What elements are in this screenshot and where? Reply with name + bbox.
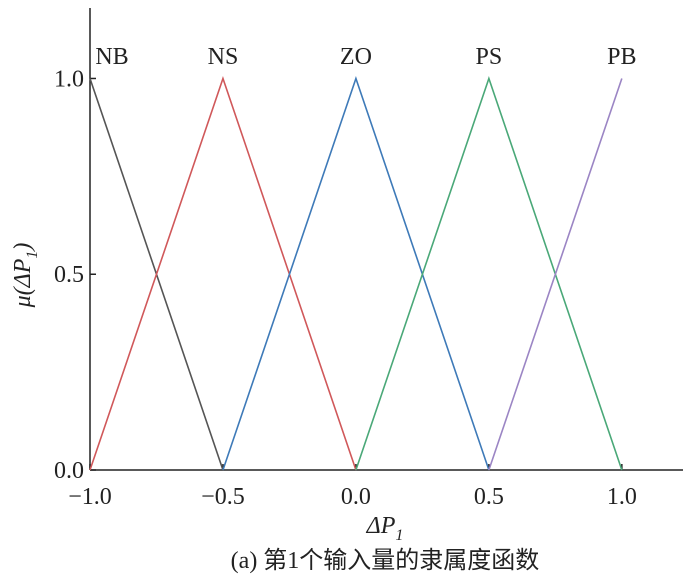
series-line — [222, 75, 490, 471]
series-label: NS — [208, 44, 239, 70]
x-axis-label: ΔP1 — [366, 513, 404, 544]
y-label-end: ) — [10, 243, 36, 253]
x-label-main: ΔP — [366, 513, 396, 539]
caption: (a) 第1个输入量的隶属度函数 — [231, 547, 540, 574]
y-axis-label: μ(ΔP1) — [10, 243, 41, 309]
y-label-main: μ(ΔP — [10, 258, 36, 308]
x-label-sub: 1 — [395, 527, 403, 544]
x-tick-label: 1.0 — [607, 484, 637, 510]
series-line — [355, 75, 623, 471]
series-line — [89, 75, 357, 471]
y-tick-label: 1.0 — [54, 66, 84, 92]
x-tick-label: 0.5 — [474, 484, 504, 510]
y-label-sub: 1 — [24, 251, 41, 259]
y-tick-label: 0.5 — [54, 262, 84, 288]
series-label: NB — [95, 44, 128, 70]
series-label: PB — [607, 44, 636, 70]
series-label: ZO — [340, 44, 372, 70]
x-tick-label: −0.5 — [201, 484, 245, 510]
x-tick-label: −1.0 — [68, 484, 112, 510]
y-tick-label: 0.0 — [54, 458, 84, 484]
series-label: PS — [476, 44, 503, 70]
x-tick-label: 0.0 — [341, 484, 371, 510]
series-line — [488, 78, 623, 471]
